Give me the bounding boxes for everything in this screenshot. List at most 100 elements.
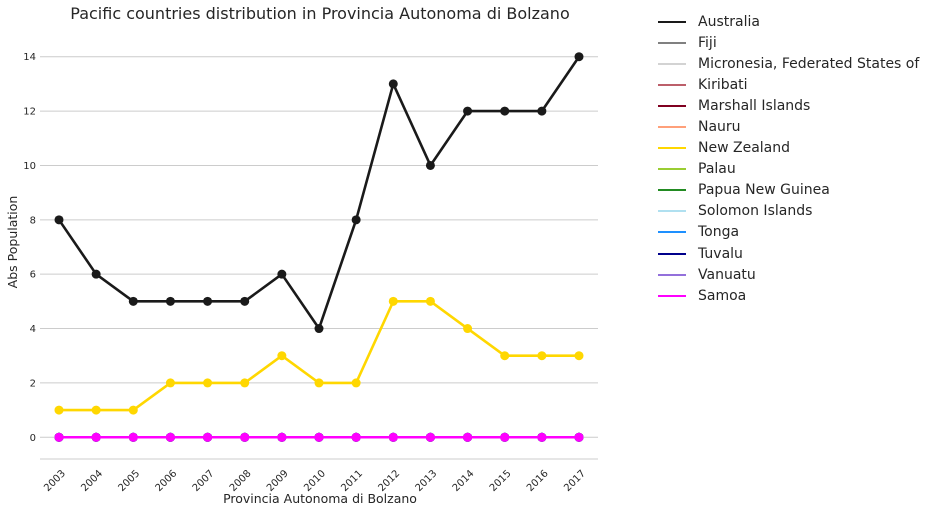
data-point: [314, 378, 324, 388]
data-point: [54, 215, 64, 225]
legend-label: Tuvalu: [698, 245, 743, 262]
legend-swatch: [658, 20, 686, 23]
x-tick-label: 2005: [116, 468, 142, 494]
y-tick-label: 2: [30, 378, 36, 389]
data-point: [91, 405, 101, 415]
data-point: [314, 324, 324, 334]
x-axis-label: Provincia Autonoma di Bolzano: [223, 491, 417, 506]
y-tick-label: 12: [23, 107, 36, 118]
data-point: [425, 296, 435, 306]
legend-item: Tuvalu: [658, 243, 919, 264]
data-point: [463, 106, 473, 116]
legend-label: Fiji: [698, 34, 717, 51]
legend-label: Kiribati: [698, 76, 748, 93]
data-point: [388, 296, 398, 306]
data-point: [91, 269, 101, 279]
data-point: [128, 405, 138, 415]
series-samoa: [54, 432, 584, 442]
data-point: [500, 106, 510, 116]
legend-swatch: [658, 252, 686, 255]
y-tick-label: 14: [23, 52, 36, 63]
legend-label: Samoa: [698, 287, 747, 304]
y-tick-label: 0: [30, 433, 36, 444]
legend-swatch: [658, 104, 686, 107]
legend-item: Fiji: [658, 32, 919, 53]
legend-label: Solomon Islands: [698, 203, 813, 220]
x-tick-label: 2016: [525, 468, 551, 494]
legend-swatch: [658, 231, 686, 234]
data-point: [277, 269, 287, 279]
legend-swatch: [658, 273, 686, 276]
series-line: [57, 56, 581, 330]
legend-swatch: [658, 147, 686, 150]
data-point: [128, 432, 138, 442]
y-tick-label: 4: [30, 324, 36, 335]
legend-label: Nauru: [698, 119, 741, 136]
data-point: [574, 52, 584, 62]
data-point: [500, 432, 510, 442]
data-point: [537, 351, 547, 361]
data-point: [351, 378, 361, 388]
series-new-zealand: [54, 296, 584, 415]
data-point: [314, 432, 324, 442]
data-point: [537, 106, 547, 116]
data-point: [128, 296, 138, 306]
data-point: [351, 432, 361, 442]
legend-label: Tonga: [698, 224, 740, 241]
legend-item: Palau: [658, 159, 919, 180]
data-point: [388, 79, 398, 89]
legend-label: Australia: [698, 13, 760, 30]
data-point: [537, 432, 547, 442]
legend-label: Vanuatu: [698, 266, 756, 283]
y-tick-label: 8: [30, 215, 36, 226]
legend-swatch: [658, 210, 686, 213]
legend-item: Tonga: [658, 222, 919, 243]
legend-item: New Zealand: [658, 138, 919, 159]
data-point: [425, 432, 435, 442]
data-point: [240, 296, 250, 306]
legend-item: Marshall Islands: [658, 95, 919, 116]
x-tick-label: 2007: [191, 468, 217, 494]
legend-item: Nauru: [658, 116, 919, 137]
data-point: [165, 432, 175, 442]
data-point: [203, 432, 213, 442]
legend-swatch: [658, 126, 686, 129]
x-tick-label: 2015: [488, 468, 514, 494]
series-layer: [54, 52, 584, 442]
legend-label: Palau: [698, 161, 736, 178]
legend-swatch: [658, 41, 686, 44]
legend: Australia Fiji Micronesia, Federated State…: [658, 11, 919, 306]
data-point: [54, 405, 64, 415]
legend-item: Papua New Guinea: [658, 180, 919, 201]
legend-swatch: [658, 62, 686, 65]
data-point: [463, 324, 473, 334]
data-point: [277, 351, 287, 361]
legend-label: Marshall Islands: [698, 97, 811, 114]
legend-swatch: [658, 294, 686, 297]
data-point: [463, 432, 473, 442]
legend-label: Papua New Guinea: [698, 182, 830, 199]
legend-item: Vanuatu: [658, 264, 919, 285]
x-tick-label: 2014: [451, 468, 477, 494]
data-point: [574, 432, 584, 442]
data-point: [388, 432, 398, 442]
data-point: [165, 378, 175, 388]
data-point: [351, 215, 361, 225]
legend-swatch: [658, 83, 686, 86]
data-point: [574, 351, 584, 361]
x-tick-label: 2017: [562, 468, 588, 494]
legend-swatch: [658, 168, 686, 171]
y-tick-label: 10: [23, 161, 36, 172]
x-tick-label: 2003: [42, 468, 68, 494]
data-point: [203, 378, 213, 388]
data-point: [203, 296, 213, 306]
legend-item: Solomon Islands: [658, 201, 919, 222]
legend-item: Micronesia, Federated States of: [658, 53, 919, 74]
data-point: [425, 160, 435, 170]
data-point: [54, 432, 64, 442]
data-point: [240, 432, 250, 442]
x-tick-label: 2013: [414, 468, 440, 494]
data-point: [91, 432, 101, 442]
data-point: [277, 432, 287, 442]
